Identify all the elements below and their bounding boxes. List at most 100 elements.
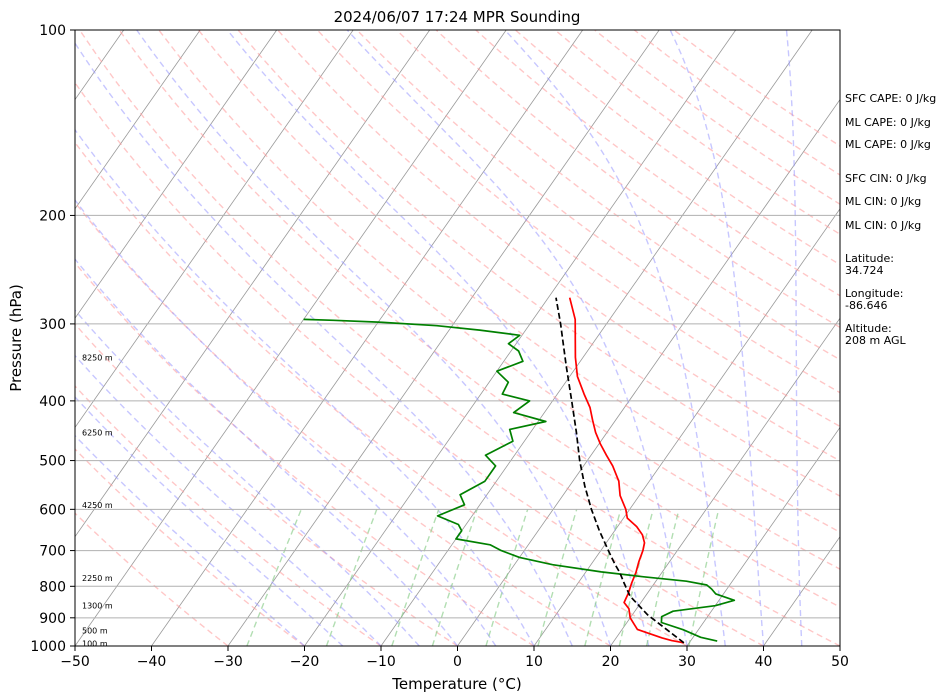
ml-cin-label: ML CIN: 0 J/kg — [845, 195, 921, 208]
altitude-label: Altitude: — [845, 322, 892, 335]
dry-adiabat-line — [75, 141, 688, 646]
isotherm-line — [75, 30, 354, 429]
x-tick-label: −50 — [60, 654, 90, 670]
x-tick-label: 0 — [453, 654, 462, 670]
axis-labels: 2024/06/07 17:24 MPR Sounding Temperatur… — [7, 8, 580, 693]
ml-cin-label: ML CIN: 0 J/kg — [845, 219, 921, 232]
dry-adiabat-line — [75, 447, 305, 646]
dry-adiabat-line — [75, 384, 382, 646]
isotherm-line — [75, 30, 278, 319]
isotherm-line — [457, 98, 840, 646]
height-label: 1300 m — [82, 602, 113, 611]
axis-ticks: −50 −40 −30 −20 −10 0 10 20 30 40 50 1000 900 800 700 6… — [30, 23, 849, 670]
moist-adiabat-line — [75, 354, 382, 646]
x-tick-label: 40 — [755, 654, 773, 670]
dry-adiabat-line — [158, 30, 840, 570]
isotherm-line — [227, 30, 660, 646]
y-tick-label: 600 — [39, 502, 66, 518]
isotherm-line — [686, 426, 840, 646]
ml-cape-label: ML CAPE: 0 J/kg — [845, 138, 931, 151]
isotherm-line — [763, 536, 840, 646]
x-tick-label: −40 — [137, 654, 167, 670]
moist-adiabat-line — [75, 396, 344, 646]
moist-adiabat-line — [75, 258, 459, 646]
altitude-value: 208 m AGL — [845, 334, 907, 347]
height-label: 100 m — [82, 639, 108, 648]
isotherm-line — [304, 30, 737, 646]
sounding-parameters: SFC CAPE: 0 J/kg ML CAPE: 0 J/kg ML CAPE… — [845, 92, 936, 347]
x-tick-label: 10 — [525, 654, 543, 670]
x-tick-label: 50 — [831, 654, 849, 670]
dry-adiabat-line — [237, 30, 840, 497]
dry-adiabat-line — [118, 30, 840, 608]
parcel-profile-line — [555, 297, 685, 644]
dry-adiabat-line — [197, 30, 840, 534]
height-label: 4250 m — [82, 501, 113, 510]
moist-adiabat-line — [669, 30, 765, 646]
profile-lines — [303, 297, 736, 644]
moist-adiabat-line — [75, 41, 573, 646]
dry-adiabat-line — [75, 261, 535, 646]
longitude-value: -86.646 — [845, 299, 887, 312]
height-label: 8250 m — [82, 353, 113, 362]
dry-adiabat-line — [75, 81, 764, 646]
isotherm-line — [610, 317, 840, 646]
sfc-cin-label: SFC CIN: 0 J/kg — [845, 172, 927, 185]
moist-adiabat-line — [785, 30, 803, 646]
moist-adiabat-line — [136, 30, 612, 646]
height-labels: 8250 m 6250 m 4250 m 2250 m 1300 m 500 m 100 m — [82, 353, 113, 648]
x-tick-label: 20 — [602, 654, 620, 670]
x-tick-label: −20 — [290, 654, 320, 670]
isotherm-line — [75, 30, 201, 210]
moist-adiabat-line — [75, 128, 535, 646]
sfc-cape-label: SFC CAPE: 0 J/kg — [845, 92, 936, 105]
height-label: 2250 m — [82, 574, 113, 583]
moist-adiabat-line — [75, 434, 305, 646]
y-tick-label: 1000 — [30, 639, 66, 655]
dry-adiabat-line — [75, 512, 229, 646]
moist-adiabat-line — [75, 199, 497, 646]
moist-adiabat-line — [504, 30, 726, 646]
chart-title: 2024/06/07 17:24 MPR Sounding — [334, 8, 581, 26]
longitude-label: Longitude: — [845, 287, 903, 300]
isotherm-line — [75, 30, 431, 538]
latitude-value: 34.724 — [845, 264, 884, 277]
dry-adiabat-line — [277, 30, 840, 462]
height-label: 6250 m — [82, 428, 113, 437]
x-axis-label: Temperature (°C) — [391, 675, 521, 693]
y-tick-label: 900 — [39, 611, 66, 627]
isotherm-line — [75, 30, 507, 646]
height-label: 500 m — [82, 627, 108, 636]
moist-adiabat-line — [346, 30, 688, 646]
x-tick-label: −10 — [366, 654, 396, 670]
moist-adiabat-line — [75, 309, 420, 646]
latitude-label: Latitude: — [845, 252, 894, 265]
temperature-profile-line — [568, 297, 685, 644]
dry-adiabat-line — [75, 323, 458, 646]
ml-cape-label: ML CAPE: 0 J/kg — [845, 116, 931, 129]
y-tick-label: 400 — [39, 394, 66, 410]
dewpoint-profile-line — [303, 318, 736, 642]
dry-adiabat-line — [356, 30, 840, 394]
dry-adiabat-line — [316, 30, 840, 428]
isotherm-line — [380, 30, 813, 646]
y-tick-label: 500 — [39, 454, 66, 470]
pressure-grid — [75, 30, 840, 646]
plot-frame — [74, 29, 841, 647]
dry-adiabat-line — [79, 30, 840, 646]
x-tick-label: 30 — [678, 654, 696, 670]
background-lines — [75, 30, 840, 646]
isotherm-line — [151, 30, 584, 646]
y-axis-label: Pressure (hPa) — [7, 284, 25, 392]
dry-adiabat-line — [475, 30, 840, 297]
y-tick-label: 200 — [39, 208, 66, 224]
dry-adiabat-line — [75, 201, 611, 646]
x-tick-label: −30 — [213, 654, 243, 670]
y-tick-label: 300 — [39, 317, 66, 333]
y-tick-label: 100 — [39, 23, 66, 39]
moist-adiabat-line — [226, 30, 650, 646]
y-tick-label: 700 — [39, 544, 66, 560]
y-tick-label: 800 — [39, 579, 66, 595]
